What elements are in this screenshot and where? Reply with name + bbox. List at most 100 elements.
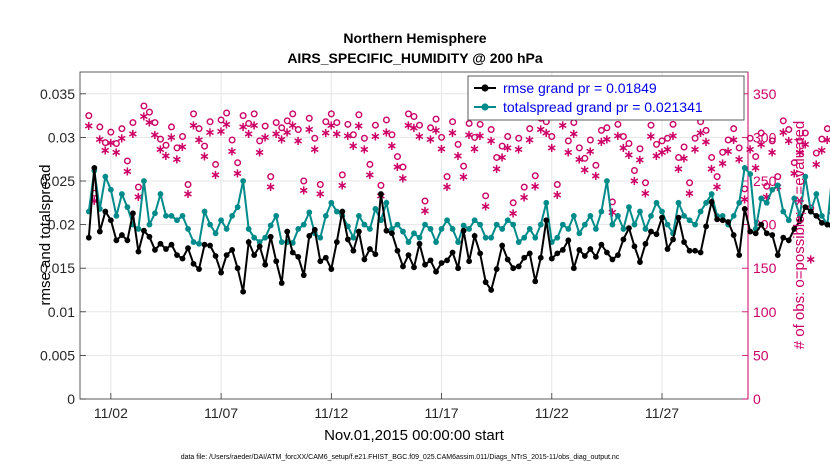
series-1-point [587,212,594,219]
evaluated-obs-marker: ∗ [590,169,601,184]
possible-obs-marker [267,173,275,181]
series-1-point [201,208,208,215]
possible-obs-marker [460,162,468,170]
possible-obs-marker [713,173,721,181]
series-0-point [477,250,484,257]
possible-obs-marker [167,123,175,131]
series-0-point [179,255,186,262]
evaluated-obs-marker: ∗ [348,139,359,154]
possible-obs-marker [438,133,446,141]
series-0-point [559,246,566,253]
possible-obs-marker [404,110,412,118]
series-0-point [118,232,125,238]
evaluated-obs-marker: ∗ [728,133,739,148]
evaluated-obs-marker: ∗ [293,134,304,149]
evaluated-obs-marker: ∗ [612,129,623,144]
legend-spread-label: totalspread grand pr = 0.021341 [503,99,703,115]
possible-obs-marker [410,112,418,120]
possible-obs-marker [686,179,694,187]
evaluated-obs-marker: ∗ [94,132,105,147]
series-0-point [455,265,461,272]
series-1-point [207,221,213,228]
possible-obs-marker [675,153,683,161]
evaluated-obs-marker: ∗ [177,140,188,155]
x-axis-label: Nov.01,2015 00:00:00 start [324,427,505,444]
possible-obs-marker [735,144,743,152]
evaluated-obs-marker: ∗ [684,186,695,201]
evaluated-obs-marker: ∗ [199,150,210,165]
evaluated-obs-marker: ∗ [651,149,662,164]
possible-obs-marker [658,137,666,145]
series-0-point [96,228,103,235]
chart-title: Northern Hemisphere [343,30,486,46]
x-tick-label: 11/17 [425,405,459,421]
evaluated-obs-marker: ∗ [227,144,238,159]
possible-obs-marker [741,185,749,193]
right-tick-label: 150 [753,260,777,276]
evaluated-obs-marker: ∗ [508,206,519,221]
evaluated-obs-marker: ∗ [315,187,326,202]
series-1-point [367,226,373,232]
series-0-point [256,243,263,250]
possible-obs-marker [614,120,622,128]
series-0-point [670,236,676,243]
possible-obs-marker [156,135,164,143]
evaluated-obs-marker: ∗ [778,125,789,140]
series-1-point [653,199,660,206]
possible-obs-marker [289,110,297,118]
series-0-point [444,257,450,264]
series-0-point [681,239,687,245]
evaluated-obs-marker: ∗ [679,151,690,166]
series-1-point [455,239,461,245]
series-1-point [504,217,511,224]
evaluated-obs-marker: ∗ [723,144,734,159]
series-1-point [234,204,241,211]
possible-obs-marker [619,133,627,141]
series-1-point [256,239,263,245]
evaluated-obs-marker: ∗ [161,149,172,164]
series-0-point [141,227,147,234]
evaluated-obs-marker: ∗ [342,129,353,144]
series-0-point [802,204,809,211]
series-0-point [741,206,748,212]
series-1-point [581,221,588,228]
evaluated-obs-marker: ∗ [436,142,447,157]
series-1-point [758,195,765,202]
series-1-point [267,222,274,229]
possible-obs-marker [471,133,479,141]
evaluated-obs-marker: ∗ [701,135,712,150]
series-0-point [532,278,539,285]
evaluated-obs-marker: ∗ [800,138,811,153]
y-tick-label: 0.035 [40,86,75,102]
series-0-point [653,231,660,238]
evaluated-obs-marker: ∗ [276,132,287,147]
series-1-point [400,228,406,235]
possible-obs-marker [162,141,170,149]
evaluated-obs-marker: ∗ [695,126,706,141]
series-0-point [267,233,274,240]
series-0-point [631,243,638,250]
series-0-point [394,247,401,254]
possible-obs-marker [520,183,528,191]
evaluated-obs-marker: ∗ [210,168,221,183]
possible-obs-marker [250,110,258,118]
evaluated-obs-marker: ∗ [491,162,502,177]
evaluated-obs-marker: ∗ [381,125,392,140]
series-1-point [383,199,390,206]
series-0-point [339,208,346,215]
legend-box [467,75,745,121]
series-1-point [697,208,704,215]
evaluated-obs-marker: ∗ [282,125,293,140]
series-0-point [278,280,285,286]
evaluated-obs-marker: ∗ [706,162,717,177]
possible-obs-marker [96,123,104,131]
right-tick-label: 50 [753,347,769,363]
evaluated-obs-marker: ∗ [359,143,370,158]
possible-obs-marker [129,119,137,127]
series-1-point [780,208,787,215]
series-0-point [488,287,495,293]
series-0-point [322,254,329,261]
series-1-point [592,226,599,232]
series-1-point [223,226,230,232]
